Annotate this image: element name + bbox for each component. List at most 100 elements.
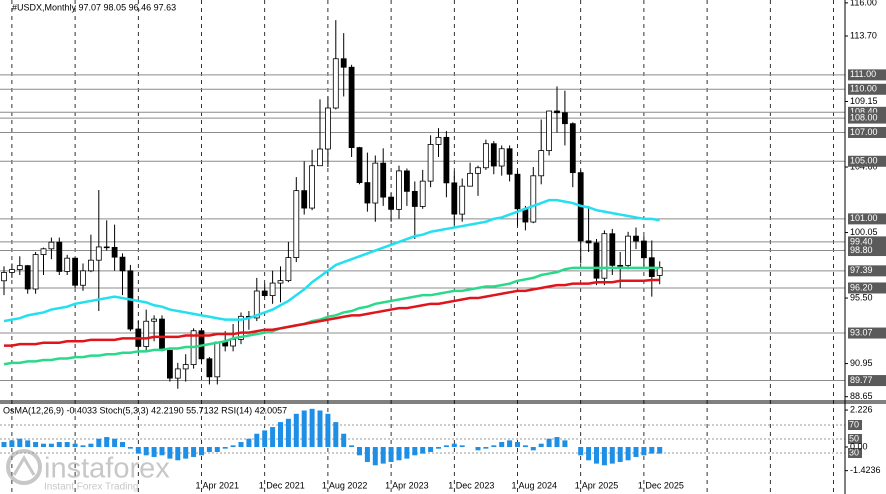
- candle-body: [324, 107, 331, 150]
- candle-body: [182, 364, 189, 370]
- candle-body: [609, 233, 616, 266]
- candle-body: [522, 208, 529, 223]
- candle-body: [372, 162, 379, 204]
- osma-bar: [317, 410, 323, 448]
- level-label-box: [848, 236, 886, 248]
- y2-tick-box: [848, 447, 862, 458]
- level-label-box: [848, 106, 886, 118]
- osma-bar: [349, 445, 355, 448]
- osma-bar: [538, 443, 544, 448]
- candle-body: [427, 144, 434, 182]
- candle-body: [482, 143, 489, 169]
- candle-body: [340, 58, 347, 68]
- candle-body: [253, 290, 260, 319]
- osma-bar: [657, 447, 663, 454]
- osma-bar: [475, 447, 481, 451]
- level-label: 98.80: [850, 245, 873, 255]
- osma-bar: [25, 440, 31, 448]
- osma-bar: [404, 447, 410, 459]
- osma-bar: [278, 422, 283, 448]
- candle-body: [546, 110, 552, 152]
- osma-bar: [364, 447, 370, 462]
- osma-bar: [601, 447, 607, 466]
- candle-body: [8, 269, 15, 273]
- watermark-brand: instaforex: [44, 453, 170, 485]
- candle-body: [403, 170, 410, 192]
- x-tick-label: 1 Dec 2021: [259, 480, 305, 490]
- osma-bar: [17, 438, 23, 448]
- osma-bar: [206, 447, 212, 452]
- candle-body: [159, 318, 165, 351]
- indicator-title: OsMA(12,26,9) -0.4033 Stoch(5,3,3) 42.21…: [3, 405, 287, 415]
- osma-bar: [33, 442, 39, 448]
- moving-average: [3, 198, 660, 323]
- candle-body: [419, 180, 426, 207]
- y-tick-label: 109.15: [850, 96, 878, 106]
- moving-average: [3, 266, 660, 366]
- level-label-box: [848, 282, 886, 294]
- candle-body: [301, 190, 308, 209]
- candle-body: [569, 123, 576, 174]
- moving-average: [4, 278, 660, 347]
- level-label: 89.77: [850, 375, 873, 385]
- candle-body: [443, 136, 450, 184]
- osma-bar: [159, 447, 165, 456]
- osma-bar: [617, 447, 623, 462]
- candle-body: [64, 257, 71, 272]
- osma-bar: [230, 445, 236, 448]
- level-label: 105.00: [850, 156, 878, 166]
- x-tick-label: 1 Apr 2021: [196, 480, 240, 490]
- level-label: 108.00: [850, 112, 878, 122]
- y-tick-label: 2.226: [850, 404, 873, 414]
- osma-bar: [483, 447, 489, 449]
- osma-bar: [388, 447, 394, 462]
- candle-body: [451, 182, 458, 215]
- level-label: 96.20: [850, 282, 873, 292]
- osma-bar: [507, 440, 513, 448]
- osma-bar: [641, 447, 647, 456]
- level-label-box: [848, 375, 886, 387]
- osma-bar: [420, 447, 426, 454]
- osma-bar: [151, 447, 157, 457]
- osma-bar: [143, 447, 149, 456]
- candle-body: [514, 173, 521, 210]
- x-tick-label: 1 Apr 2025: [575, 480, 619, 490]
- candle-body: [230, 338, 237, 347]
- candle-body: [538, 150, 545, 177]
- y2-tick-label: 50: [849, 433, 859, 443]
- level-label: 99.40: [850, 236, 873, 246]
- grid: [11, 0, 834, 494]
- level-label: 97.39: [850, 265, 873, 275]
- osma-bar: [586, 447, 592, 461]
- indicator-plot: [0, 408, 845, 466]
- osma-bar: [1, 442, 7, 448]
- osma-bar: [530, 447, 536, 451]
- osma-bar: [459, 445, 465, 448]
- candle-body: [625, 235, 631, 266]
- candle-body: [214, 341, 221, 378]
- osma-bar: [609, 447, 615, 464]
- candle-body: [459, 185, 466, 215]
- candle-body: [356, 147, 363, 183]
- candle-body: [332, 58, 339, 109]
- level-label-box: [848, 155, 886, 167]
- watermark-tagline: Instant Forex Trading: [44, 482, 139, 493]
- candle-body: [585, 240, 592, 244]
- candle-body: [396, 170, 402, 210]
- y-tick-label: 116.00: [850, 0, 877, 7]
- osma-bar: [135, 447, 141, 454]
- level-label-box: [848, 126, 886, 138]
- candle-body: [601, 233, 608, 279]
- y-tick-label: 95.50: [850, 292, 873, 302]
- candle-body: [364, 182, 371, 204]
- watermark-logo: [12, 455, 36, 476]
- osma-bar: [436, 447, 441, 449]
- osma-bar: [191, 447, 197, 457]
- level-label-box: [848, 265, 886, 277]
- osma-bar: [72, 443, 78, 448]
- level-label: 107.00: [850, 127, 878, 137]
- osma-bar: [428, 447, 434, 452]
- y2-tick-box: [848, 419, 862, 430]
- y-tick-label: 88.65: [850, 391, 873, 401]
- candle-body: [206, 358, 213, 378]
